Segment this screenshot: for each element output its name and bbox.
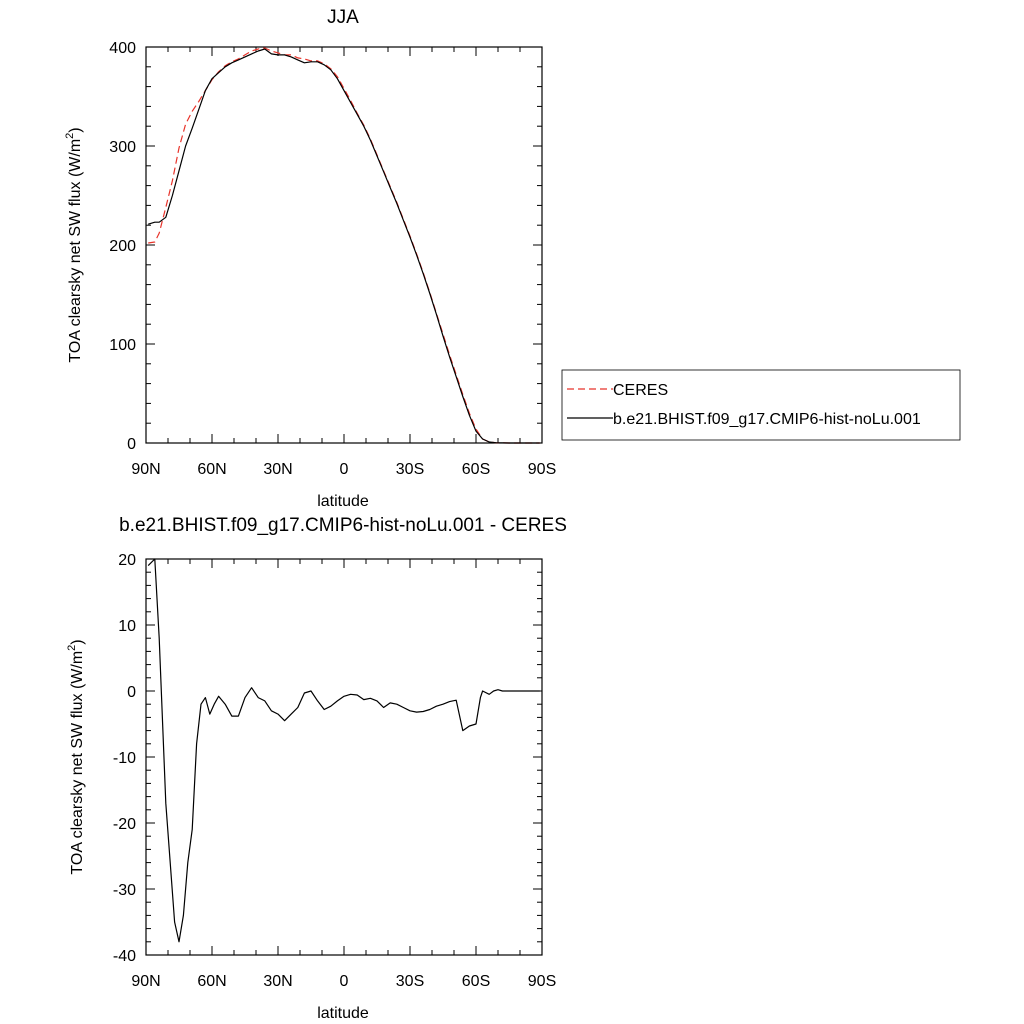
- bottom-x-tick-label: 90N: [131, 973, 160, 990]
- top-axis-ticks: 90N 60N 30N 0 30S 60S 90S 0 100 200 300 400: [109, 40, 556, 478]
- top-y-axis-label-main: TOA clearsky net SW flux (W/m: [67, 139, 84, 363]
- bottom-y-tick-label: 20: [118, 552, 136, 569]
- top-y-axis-label-close: ): [67, 127, 84, 132]
- top-y-tick-label: 100: [109, 337, 136, 354]
- top-y-tick-label: 300: [109, 139, 136, 156]
- bottom-y-tick-label: -40: [113, 948, 136, 965]
- bottom-y-tick-label: -10: [113, 750, 136, 767]
- bottom-x-tick-label: 60S: [462, 973, 490, 990]
- top-x-tick-label: 30S: [396, 461, 424, 478]
- bottom-y-tick-label: 10: [118, 618, 136, 635]
- bottom-axis-ticks: 90N 60N 30N 0 30S 60S 90S -40 -30 -20 -10 0 10 20: [113, 552, 556, 990]
- legend-label-ceres: CERES: [613, 382, 668, 399]
- top-x-tick-label: 60N: [197, 461, 226, 478]
- bottom-chart-title: b.e21.BHIST.f09_g17.CMIP6-hist-noLu.001 …: [119, 515, 567, 536]
- legend-box: [561, 369, 961, 441]
- top-chart-title: JJA: [327, 7, 359, 28]
- top-series-lines: [148, 47, 540, 444]
- legend-label-model: b.e21.BHIST.f09_g17.CMIP6-hist-noLu.001: [613, 411, 921, 428]
- top-y-axis-label-sup: 2: [64, 133, 76, 139]
- bottom-y-axis-label: TOA clearsky net SW flux (W/m2): [66, 639, 86, 874]
- top-x-tick-label: 30N: [263, 461, 292, 478]
- bottom-x-tick-label: 60N: [197, 973, 226, 990]
- legend: CERES b.e21.BHIST.f09_g17.CMIP6-hist-noL…: [561, 369, 961, 441]
- top-series-line-model: [148, 48, 540, 444]
- bottom-y-axis-label-sup: 2: [66, 645, 78, 651]
- top-plot-frame: [145, 46, 543, 444]
- top-x-tick-label: 90S: [528, 461, 556, 478]
- top-y-tick-label: 200: [109, 238, 136, 255]
- top-y-tick-label: 0: [127, 436, 136, 453]
- bottom-panel: b.e21.BHIST.f09_g17.CMIP6-hist-noLu.001 …: [66, 515, 567, 1022]
- bottom-y-tick-label: 0: [127, 684, 136, 701]
- top-y-tick-label: 400: [109, 40, 136, 57]
- top-x-tick-label: 60S: [462, 461, 490, 478]
- bottom-series-lines: [147, 558, 540, 943]
- bottom-x-tick-label: 90S: [528, 973, 556, 990]
- top-x-axis-label: latitude: [317, 493, 369, 510]
- bottom-y-axis-label-main: TOA clearsky net SW flux (W/m: [69, 651, 86, 875]
- bottom-x-tick-label: 0: [340, 973, 349, 990]
- bottom-series-line-model: [147, 558, 540, 943]
- top-x-tick-label: 0: [340, 461, 349, 478]
- top-panel: JJA 90N 60N 30N 0 30S 60S 90S 0 100 200 300 400 lat…: [64, 7, 961, 510]
- bottom-x-axis-label: latitude: [317, 1005, 369, 1022]
- bottom-y-tick-label: -20: [113, 816, 136, 833]
- bottom-plot-frame: [145, 558, 543, 956]
- top-y-axis-label: TOA clearsky net SW flux (W/m2): [64, 127, 84, 362]
- bottom-x-tick-label: 30S: [396, 973, 424, 990]
- top-x-tick-label: 90N: [131, 461, 160, 478]
- top-series-line-ceres: [148, 47, 540, 444]
- bottom-y-axis-label-close: ): [69, 639, 86, 644]
- bottom-y-tick-label: -30: [113, 882, 136, 899]
- bottom-x-tick-label: 30N: [263, 973, 292, 990]
